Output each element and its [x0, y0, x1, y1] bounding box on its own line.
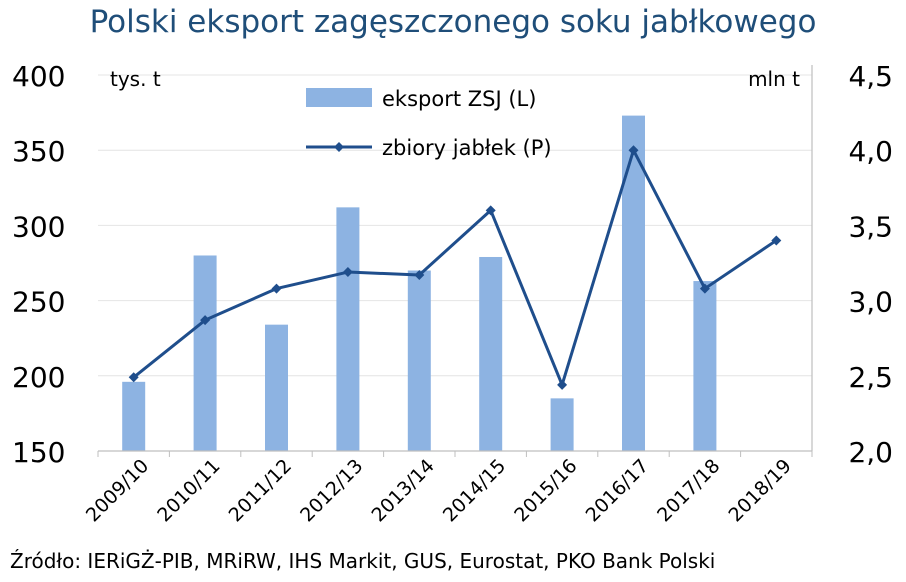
line-point — [485, 205, 496, 216]
right-tick-label: 3,5 — [848, 210, 893, 243]
line-point — [699, 283, 710, 294]
legend-marker-line — [334, 142, 344, 152]
x-tick-label: 2013/14 — [367, 455, 438, 526]
left-tick-label: 150 — [12, 436, 65, 469]
left-tick-label: 300 — [12, 210, 65, 243]
line-path — [132, 148, 778, 387]
x-tick-label: 2014/15 — [439, 455, 510, 526]
right-axis-unit: mln t — [748, 67, 800, 91]
legend: eksport ZSJ (L) zbiory jabłek (P) — [306, 87, 552, 160]
line-point — [128, 372, 139, 383]
line-point — [414, 270, 425, 281]
right-tick-label: 2,5 — [848, 361, 893, 394]
bar — [693, 281, 717, 451]
bar — [479, 256, 503, 451]
axes: 400 350 300 250 200 150 4,5 4,0 3,5 3,0 2,5 2,0 tys.… — [12, 60, 893, 526]
bar-series — [122, 115, 717, 451]
x-tick-label: 2016/17 — [582, 455, 653, 526]
bar — [622, 115, 645, 451]
left-tick-label: 350 — [12, 135, 65, 168]
legend-label-bar: eksport ZSJ (L) — [382, 87, 536, 111]
right-tick-label: 2,0 — [848, 436, 893, 469]
left-axis-unit: tys. t — [110, 67, 161, 91]
line-point — [771, 235, 782, 246]
right-tick-label: 4,5 — [848, 60, 893, 93]
line-point — [200, 315, 211, 326]
left-tick-label: 200 — [12, 361, 65, 394]
bar — [193, 255, 217, 451]
x-tick-label: 2017/18 — [653, 455, 724, 526]
x-tick-label: 2009/10 — [82, 455, 153, 526]
left-tick-label: 400 — [12, 60, 65, 93]
line-point — [342, 267, 353, 278]
chart-title: Polski eksport zagęszczonego soku jabłko… — [89, 4, 817, 40]
line-point — [271, 283, 282, 294]
right-tick-label: 3,0 — [848, 286, 893, 319]
bar — [550, 398, 574, 451]
x-tick-label: 2010/11 — [153, 455, 224, 526]
x-tick-label: 2012/13 — [296, 455, 367, 526]
left-tick-label: 250 — [12, 286, 65, 319]
legend-swatch-bar — [306, 88, 372, 107]
line-point — [628, 145, 639, 156]
gridlines — [98, 74, 812, 377]
bar — [407, 270, 431, 451]
bar — [265, 324, 288, 451]
bar — [122, 381, 146, 451]
x-tick-label: 2011/12 — [225, 455, 296, 526]
x-tick-label: 2018/19 — [724, 455, 795, 526]
line-point — [557, 379, 568, 390]
line-series — [128, 145, 782, 390]
legend-label-line: zbiory jabłek (P) — [382, 136, 552, 160]
bar — [336, 207, 360, 451]
source-note: Źródło: IERiGŻ-PIB, MRiRW, IHS Markit, G… — [10, 549, 716, 573]
x-tick-label: 2015/16 — [510, 455, 581, 526]
right-tick-label: 4,0 — [848, 135, 893, 168]
